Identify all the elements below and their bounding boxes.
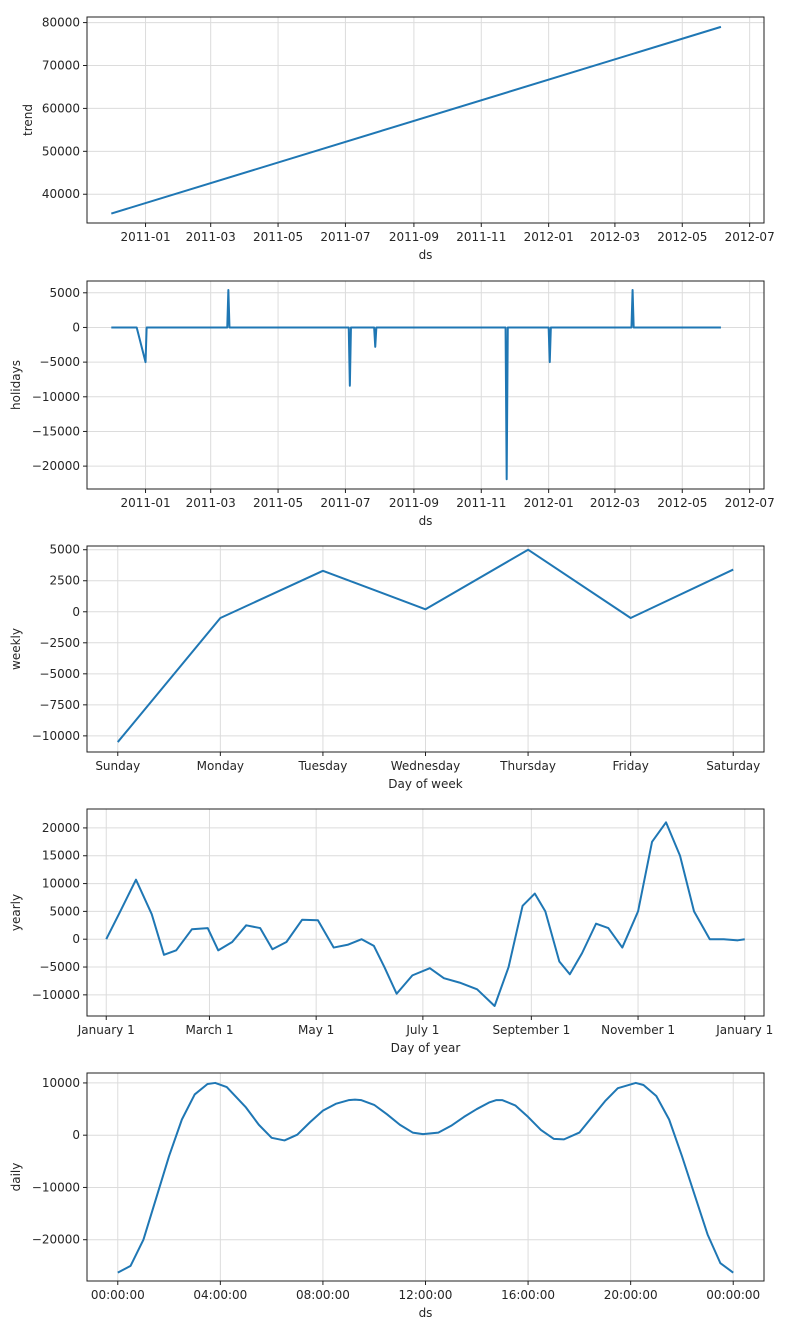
- y-tick-label: 0: [72, 1128, 80, 1142]
- x-tick-label: Tuesday: [298, 759, 348, 773]
- x-tick-label: 2011-05: [253, 496, 303, 510]
- x-axis-label: Day of year: [391, 1041, 461, 1055]
- x-tick-label: 00:00:00: [706, 1288, 760, 1302]
- x-tick-label: 2012-01: [524, 230, 574, 244]
- x-tick-label: 12:00:00: [399, 1288, 453, 1302]
- y-tick-label: 0: [72, 605, 80, 619]
- y-tick-label: −5000: [39, 667, 80, 681]
- y-tick-label: 5000: [49, 543, 80, 557]
- y-tick-label: 70000: [42, 58, 80, 72]
- chart-panel-weekly: Sunday Monday Tuesday Wednesday Thursday Frid…: [9, 543, 765, 791]
- x-tick-label: July 1: [405, 1023, 439, 1037]
- y-tick-label: 15000: [42, 849, 80, 863]
- y-tick-label: 60000: [42, 101, 80, 115]
- x-axis-label: ds: [419, 1306, 433, 1320]
- x-tick-label: March 1: [185, 1023, 233, 1037]
- x-tick-label: January 1: [715, 1023, 773, 1037]
- x-tick-label: 2012-03: [590, 230, 640, 244]
- y-axis-label: trend: [21, 104, 35, 136]
- x-tick-label: 2012-05: [657, 230, 707, 244]
- y-tick-label: −10000: [32, 1180, 80, 1194]
- series-line-yearly: [105, 821, 745, 1007]
- x-tick-label: May 1: [298, 1023, 334, 1037]
- y-axis-label: yearly: [9, 894, 23, 931]
- series-line-weekly: [116, 548, 734, 743]
- series-line-daily: [117, 1081, 734, 1274]
- chart-panel-daily: 00:00:00 04:00:00 08:00:00 12:00:00 16:00:00…: [9, 1072, 765, 1320]
- y-tick-label: 5000: [49, 286, 80, 300]
- x-axis-label: ds: [419, 248, 433, 262]
- x-tick-label: Saturday: [706, 759, 760, 773]
- x-tick-label: Friday: [612, 759, 648, 773]
- y-tick-label: −15000: [32, 424, 80, 438]
- x-tick-label: 00:00:00: [91, 1288, 145, 1302]
- y-tick-label: 5000: [49, 904, 80, 918]
- x-tick-label: November 1: [601, 1023, 675, 1037]
- x-tick-label: Wednesday: [391, 759, 460, 773]
- y-tick-label: −7500: [39, 698, 80, 712]
- plot-frame: [86, 280, 765, 490]
- x-tick-label: 2011-11: [456, 496, 506, 510]
- x-tick-label: 04:00:00: [193, 1288, 247, 1302]
- series-line-trend: [111, 25, 722, 215]
- x-tick-label: 2011-03: [186, 230, 236, 244]
- x-tick-label: 2012-07: [725, 496, 775, 510]
- chart-panel-trend: 2011-01 2011-03 2011-05 2011-07 2011-09 2011-…: [21, 16, 775, 262]
- y-tick-label: −20000: [32, 459, 80, 473]
- y-tick-label: −2500: [39, 636, 80, 650]
- x-tick-label: Thursday: [499, 759, 556, 773]
- plot-frame: [86, 16, 765, 224]
- y-axis-label: weekly: [9, 628, 23, 670]
- chart-panel-yearly: January 1 March 1 May 1 July 1 September 1 No…: [9, 808, 773, 1055]
- chart-panel-holidays: 2011-01 2011-03 2011-05 2011-07 2011-09 2011-…: [9, 280, 775, 528]
- x-tick-label: Monday: [197, 759, 244, 773]
- x-tick-label: 2011-07: [320, 230, 370, 244]
- x-tick-label: 2012-07: [725, 230, 775, 244]
- x-tick-label: 2011-09: [389, 496, 439, 510]
- x-tick-label: 08:00:00: [296, 1288, 350, 1302]
- y-tick-label: 50000: [42, 144, 80, 158]
- x-tick-label: 2011-01: [120, 230, 170, 244]
- x-tick-label: 2011-01: [120, 496, 170, 510]
- x-tick-label: January 1: [77, 1023, 135, 1037]
- x-tick-label: 16:00:00: [501, 1288, 555, 1302]
- x-axis-label: Day of week: [388, 777, 462, 791]
- series-line-holidays: [111, 289, 721, 481]
- x-axis-label: ds: [419, 514, 433, 528]
- y-tick-label: 40000: [42, 187, 80, 201]
- y-axis-label: daily: [9, 1163, 23, 1192]
- y-tick-label: −5000: [39, 960, 80, 974]
- x-tick-label: 2012-05: [657, 496, 707, 510]
- x-tick-label: 20:00:00: [604, 1288, 658, 1302]
- y-tick-label: −10000: [32, 988, 80, 1002]
- x-tick-label: 2011-11: [456, 230, 506, 244]
- y-tick-label: 10000: [42, 877, 80, 891]
- x-tick-label: 2011-03: [186, 496, 236, 510]
- x-tick-label: 2012-01: [524, 496, 574, 510]
- y-tick-label: −10000: [32, 390, 80, 404]
- y-tick-label: −10000: [32, 729, 80, 743]
- y-tick-label: −20000: [32, 1233, 80, 1247]
- y-tick-label: 80000: [42, 16, 80, 30]
- y-tick-label: −5000: [39, 355, 80, 369]
- x-tick-label: 2011-09: [389, 230, 439, 244]
- y-tick-label: 10000: [42, 1076, 80, 1090]
- y-tick-label: 20000: [42, 821, 80, 835]
- y-tick-label: 0: [72, 320, 80, 334]
- y-axis-label: holidays: [9, 360, 23, 410]
- x-tick-label: September 1: [492, 1023, 570, 1037]
- plot-frame: [86, 808, 765, 1017]
- x-tick-label: 2011-07: [320, 496, 370, 510]
- y-tick-label: 2500: [49, 574, 80, 588]
- x-tick-label: 2011-05: [253, 230, 303, 244]
- y-tick-label: 0: [72, 932, 80, 946]
- x-tick-label: 2012-03: [590, 496, 640, 510]
- x-tick-label: Sunday: [95, 759, 140, 773]
